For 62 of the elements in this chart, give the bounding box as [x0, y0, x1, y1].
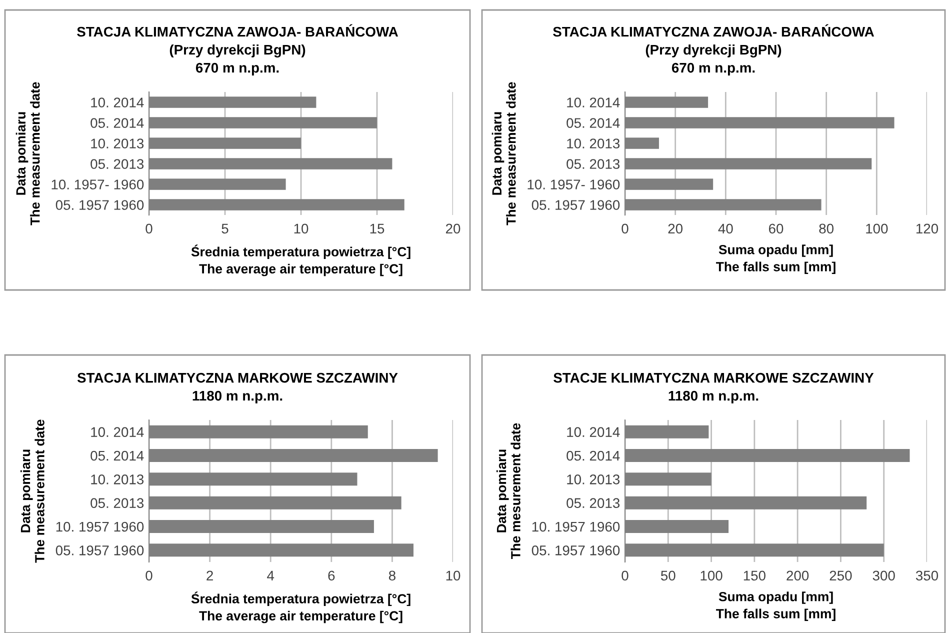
x-axis-title: Suma opadu [mm] The falls sum [mm]: [716, 244, 836, 274]
x-tick-label: 20: [668, 224, 683, 234]
y-tick-label: 05. 1957 1960: [532, 546, 620, 556]
y-axis-title: Data pomiaru The mesurement date: [496, 423, 520, 560]
y-tick-label: 05. 2014: [566, 118, 620, 128]
y-tick-label: 05. 2013: [566, 498, 620, 508]
y-tick-label: 05. 2013: [90, 498, 144, 508]
y-axis-title: Data pomiaru The measurement date: [16, 82, 40, 226]
y-tick-label: 05. 2013: [90, 159, 144, 169]
y-tick-label: 10. 1957- 1960: [528, 180, 620, 190]
y-tick-label: 10. 2014: [91, 427, 144, 438]
y-tick-label: 05. 2014: [90, 450, 144, 461]
x-axis-title: Średnia temperatura powietrza [°C] The average air temperature [°C]: [191, 592, 410, 624]
x-tick-label: 150: [744, 570, 766, 581]
y-tick-label: 05. 2014: [566, 450, 620, 461]
y-tick-label: 10. 1957- 1960: [52, 180, 144, 190]
x-axis-title: Suma opadu [mm] The falls sum [mm]: [716, 592, 836, 621]
y-tick-label: 10. 1957 1960: [532, 522, 620, 532]
y-tick-label: 10. 2014: [567, 427, 620, 438]
y-tick-label: 05. 1957 1960: [532, 200, 620, 210]
y-tick-label: 10. 2014: [567, 98, 620, 108]
y-tick-label: 05. 2013: [566, 159, 620, 169]
x-tick-label: 40: [718, 224, 733, 234]
x-tick-label: 10: [446, 570, 460, 581]
x-tick-label: 5: [222, 224, 228, 234]
x-tick-label: 100: [866, 224, 888, 234]
x-tick-label: 300: [872, 570, 895, 581]
x-tick-label: 200: [786, 570, 809, 581]
x-tick-label: 10: [294, 224, 308, 234]
y-tick-label: 05. 2014: [90, 118, 144, 128]
y-tick-label: 10. 2013: [567, 474, 620, 484]
chart-title: STACJE KLIMATYCZNA MARKOWE SZCZAWINY 1180 m n.p.m.: [554, 372, 874, 404]
y-axis-title: Data pomiaru The measurement date: [20, 420, 44, 563]
x-tick-label: 0: [622, 224, 628, 234]
y-tick-label: 10. 2013: [91, 474, 144, 484]
chart-title: STACJA KLIMATYCZNA ZAWOJA- BARAŃCOWA (Przy dyrekcji BgPN) 670 m n.p.m.: [77, 24, 398, 76]
x-tick-label: 0: [146, 570, 152, 581]
y-axis-title: Data pomiaru The measurement date: [492, 82, 516, 226]
y-tick-label: 10. 1957 1960: [56, 522, 144, 532]
x-tick-label: 6: [328, 570, 335, 581]
x-tick-label: 250: [830, 570, 852, 581]
y-tick-label: 05. 1957 1960: [56, 200, 144, 210]
x-tick-label: 350: [916, 570, 938, 581]
x-tick-label: 2: [206, 570, 213, 580]
x-tick-label: 50: [660, 570, 676, 581]
x-tick-label: 100: [700, 570, 722, 581]
x-tick-label: 4: [267, 570, 274, 580]
x-tick-label: 8: [388, 570, 396, 581]
x-tick-label: 0: [622, 570, 628, 581]
chart-title: STACJA KLIMATYCZNA ZAWOJA- BARAŃCOWA (Przy dyrekcji BgPN) 670 m n.p.m.: [553, 24, 874, 76]
x-tick-label: 15: [370, 224, 384, 234]
y-tick-label: 10. 2014: [91, 98, 144, 108]
x-tick-label: 120: [916, 224, 938, 234]
x-axis-title: Średnia temperatura powietrza [°C] The average air temperature [°C]: [191, 244, 410, 276]
y-tick-label: 05. 1957 1960: [56, 546, 144, 556]
chart-title: STACJA KLIMATYCZNA MARKOWE SZCZAWINY 1180 m n.p.m.: [77, 372, 398, 404]
x-tick-label: 20: [446, 224, 460, 234]
x-tick-label: 0: [146, 224, 152, 234]
x-tick-label: 80: [819, 224, 834, 234]
y-tick-label: 10. 2013: [91, 138, 144, 148]
y-tick-label: 10. 2013: [567, 138, 620, 148]
x-tick-label: 60: [768, 224, 784, 234]
